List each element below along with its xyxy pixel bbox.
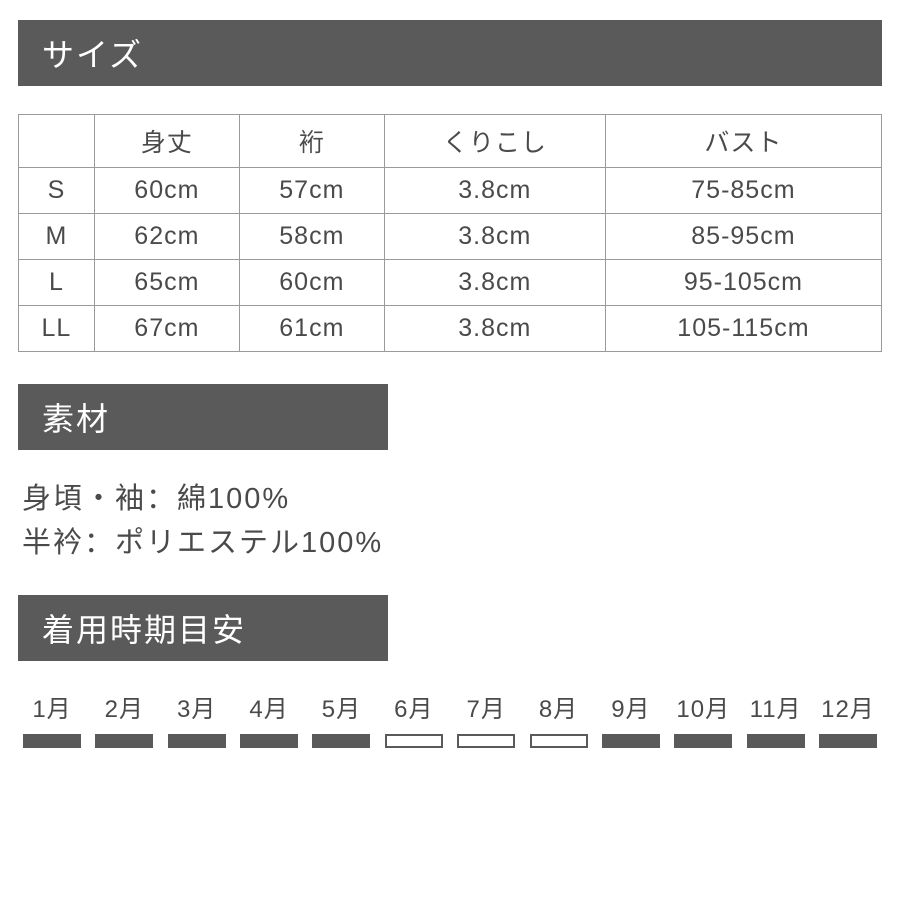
month-bar <box>602 734 660 748</box>
size-cell: L <box>19 260 95 306</box>
size-cell: M <box>19 214 95 260</box>
month-label: 11月 <box>744 689 808 724</box>
size-section-header: サイズ <box>18 20 882 86</box>
size-cell: 3.8cm <box>384 168 605 214</box>
month-bar <box>23 734 81 748</box>
size-cell: 61cm <box>239 306 384 352</box>
month-label: 3月 <box>165 689 229 724</box>
size-cell: 95-105cm <box>605 260 881 306</box>
month-item: 6月 <box>382 689 446 748</box>
size-cell: 105-115cm <box>605 306 881 352</box>
month-label: 2月 <box>92 689 156 724</box>
month-bar <box>385 734 443 748</box>
month-bar <box>95 734 153 748</box>
month-bar <box>747 734 805 748</box>
month-label: 12月 <box>816 689 880 724</box>
month-label: 1月 <box>20 689 84 724</box>
size-col-blank <box>19 115 95 168</box>
month-item: 3月 <box>165 689 229 748</box>
size-cell: 62cm <box>94 214 239 260</box>
material-section-header: 素材 <box>18 384 388 450</box>
size-cell: 58cm <box>239 214 384 260</box>
material-line: 半衿：ポリエステル100% <box>22 522 882 566</box>
month-item: 1月 <box>20 689 84 748</box>
month-bar <box>674 734 732 748</box>
month-item: 12月 <box>816 689 880 748</box>
size-cell: S <box>19 168 95 214</box>
size-cell: 75-85cm <box>605 168 881 214</box>
month-label: 4月 <box>237 689 301 724</box>
size-cell: 57cm <box>239 168 384 214</box>
size-cell: 67cm <box>94 306 239 352</box>
month-item: 2月 <box>92 689 156 748</box>
material-content: 身頃・袖：綿100% 半衿：ポリエステル100% <box>18 478 882 565</box>
months-chart: 1月2月 3月4月5月 6月7月 8月9月10月 11月12月 <box>18 689 882 748</box>
size-cell: LL <box>19 306 95 352</box>
month-item: 11月 <box>744 689 808 748</box>
month-label: 9月 <box>599 689 663 724</box>
size-col-kurikoshi: くりこし <box>384 115 605 168</box>
season-section-header: 着用時期目安 <box>18 595 388 661</box>
month-item: 7月 <box>454 689 518 748</box>
material-section-title: 素材 <box>42 401 110 437</box>
size-cell: 85-95cm <box>605 214 881 260</box>
month-bar <box>240 734 298 748</box>
size-cell: 3.8cm <box>384 306 605 352</box>
month-bar <box>168 734 226 748</box>
table-row: M 62cm 58cm 3.8cm 85-95cm <box>19 214 882 260</box>
size-cell: 60cm <box>94 168 239 214</box>
month-item: 4月 <box>237 689 301 748</box>
size-table: 身丈 裄 くりこし バスト S 60cm 57cm 3.8cm 75-85cm … <box>18 114 882 352</box>
table-row: LL 67cm 61cm 3.8cm 105-115cm <box>19 306 882 352</box>
month-item: 8月 <box>527 689 591 748</box>
season-section-title: 着用時期目安 <box>42 612 246 648</box>
table-header-row: 身丈 裄 くりこし バスト <box>19 115 882 168</box>
month-bar <box>312 734 370 748</box>
size-col-bust: バスト <box>605 115 881 168</box>
month-bar <box>819 734 877 748</box>
month-item: 5月 <box>309 689 373 748</box>
month-item: 10月 <box>671 689 735 748</box>
month-item: 9月 <box>599 689 663 748</box>
month-label: 8月 <box>527 689 591 724</box>
table-row: L 65cm 60cm 3.8cm 95-105cm <box>19 260 882 306</box>
size-section-title: サイズ <box>42 37 143 73</box>
material-line: 身頃・袖：綿100% <box>22 478 882 522</box>
month-label: 10月 <box>671 689 735 724</box>
month-label: 6月 <box>382 689 446 724</box>
month-bar <box>457 734 515 748</box>
month-label: 7月 <box>454 689 518 724</box>
size-cell: 3.8cm <box>384 260 605 306</box>
size-col-mitake: 身丈 <box>94 115 239 168</box>
size-cell: 60cm <box>239 260 384 306</box>
table-row: S 60cm 57cm 3.8cm 75-85cm <box>19 168 882 214</box>
month-label: 5月 <box>309 689 373 724</box>
size-col-yuki: 裄 <box>239 115 384 168</box>
month-bar <box>530 734 588 748</box>
size-cell: 3.8cm <box>384 214 605 260</box>
size-cell: 65cm <box>94 260 239 306</box>
